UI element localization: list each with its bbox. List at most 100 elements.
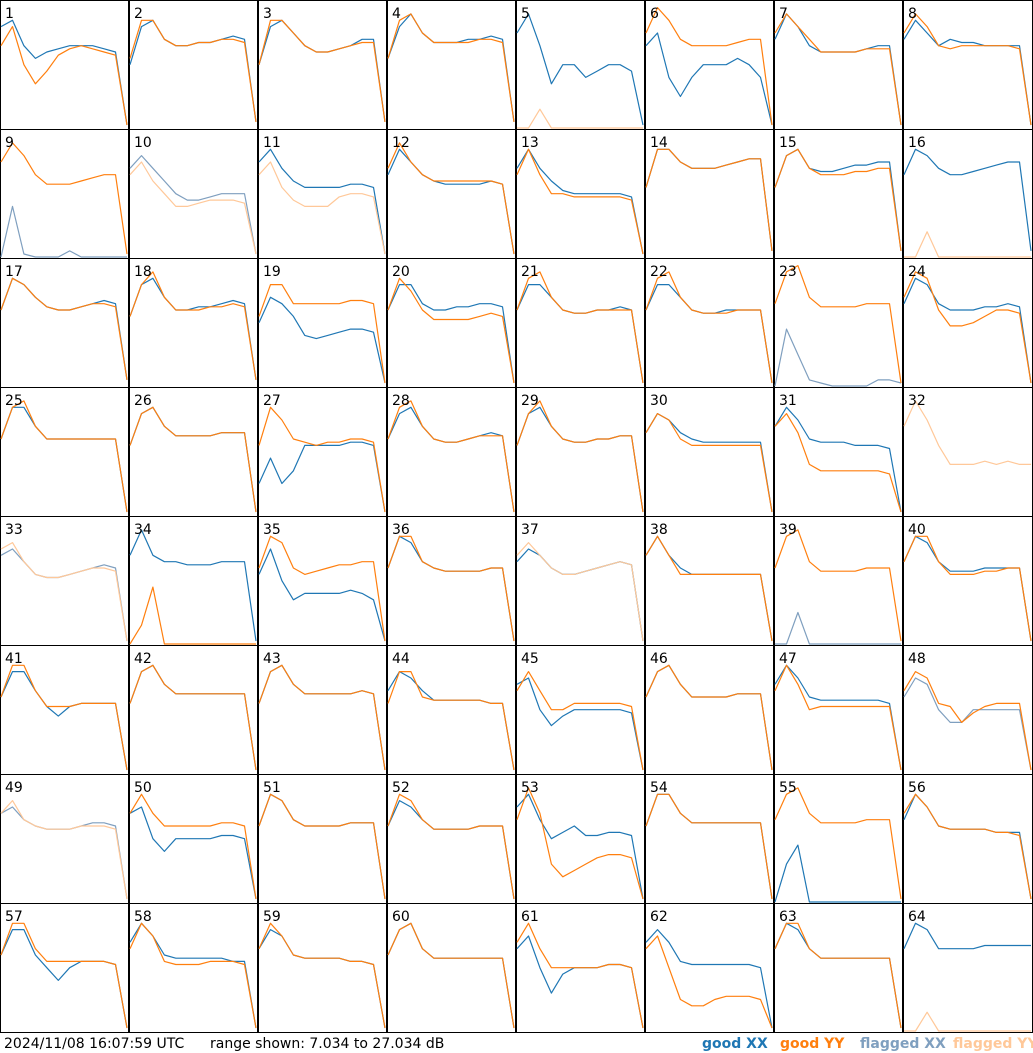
panel-number: 57: [5, 909, 23, 925]
spectrum-line: [774, 787, 902, 900]
panel-number: 63: [779, 909, 797, 925]
panel-number: 16: [908, 135, 926, 151]
legend-entry: good YY: [780, 1036, 845, 1052]
spectrum-line: [645, 935, 773, 1029]
panel-frame: [645, 387, 774, 517]
spectrum-line: [774, 844, 901, 903]
spectrum-line: [129, 271, 257, 380]
spectrum-line: [258, 148, 386, 255]
timestamp: 2024/11/08 16:07:59 UTC: [4, 1036, 184, 1052]
spectrum-line: [0, 799, 128, 900]
spectrum-line: [903, 670, 1032, 771]
panel-number: 27: [263, 393, 281, 409]
panel-frame: [516, 0, 645, 130]
panel-number: 25: [5, 393, 23, 409]
panel-number: 14: [650, 135, 668, 151]
spectrum-line: [516, 670, 644, 771]
panel-frame: [258, 774, 387, 904]
panel-frame: [645, 129, 774, 259]
spectrum-line: [129, 155, 257, 255]
spectrum-line: [258, 406, 386, 513]
panel-number: 30: [650, 393, 668, 409]
panel-number: 45: [521, 651, 539, 667]
spectrum-line: [129, 664, 257, 771]
panel-number: 18: [134, 264, 152, 280]
panel-frame: [0, 903, 129, 1033]
panel-frame: [387, 0, 516, 130]
panel-number: 64: [908, 909, 926, 925]
spectrum-line: [258, 441, 386, 513]
panel-frame: [774, 903, 903, 1033]
panel-frame: [903, 0, 1033, 130]
panel-frame: [645, 516, 774, 646]
panel-frame: [0, 645, 129, 775]
panel-frame: [645, 258, 774, 388]
spectrum-line: [258, 664, 386, 771]
spectrum-line: [645, 413, 773, 513]
panel-frame: [0, 387, 129, 517]
spectrum-line: [387, 535, 515, 642]
panel-frame: [129, 903, 258, 1033]
panel-number: 3: [263, 6, 272, 22]
panel-frame: [774, 0, 903, 130]
spectrum-line: [258, 161, 386, 255]
spectrum-line: [774, 148, 902, 251]
spectrum-line: [516, 787, 644, 900]
spectrum-line: [129, 806, 257, 900]
spectrum-line: [774, 13, 902, 126]
panel-frame: [258, 387, 387, 517]
spectrum-line: [129, 586, 256, 645]
panel-number: 59: [263, 909, 281, 925]
legend-entry: good XX: [702, 1036, 768, 1052]
spectrum-line: [387, 284, 515, 384]
panel-frame: [387, 645, 516, 775]
spectrum-line: [0, 541, 128, 642]
panel-number: 19: [263, 264, 281, 280]
spectrum-line: [645, 32, 773, 126]
spectrum-line: [0, 205, 127, 258]
spectrum-line: [516, 148, 644, 255]
spectrum-line: [387, 922, 515, 1029]
legend-entry: flagged XX: [860, 1036, 946, 1052]
panel-number: 51: [263, 780, 281, 796]
panel-number: 6: [650, 6, 659, 22]
panel-number: 48: [908, 651, 926, 667]
panel-number: 43: [263, 651, 281, 667]
panel-frame: [0, 774, 129, 904]
spectrum-line: [258, 793, 386, 900]
spectrum-line: [516, 271, 644, 384]
range-label: range shown: 7.034 to 27.034 dB: [210, 1036, 444, 1052]
panel-frame: [774, 258, 903, 388]
panel-frame: [645, 774, 774, 904]
spectrum-line: [0, 142, 128, 255]
panel-number: 15: [779, 135, 797, 151]
panel-number: 50: [134, 780, 152, 796]
panel-number: 24: [908, 264, 926, 280]
spectrum-line: [774, 922, 902, 1029]
panel-number: 23: [779, 264, 797, 280]
spectrum-line: [516, 541, 644, 642]
panel-frame: [0, 0, 129, 130]
spectrum-line: [258, 548, 386, 642]
panel-number: 56: [908, 780, 926, 796]
spectrum-line: [774, 664, 902, 771]
panel-frame: [387, 774, 516, 904]
spectrum-line: [129, 19, 257, 122]
panel-frame: [258, 903, 387, 1033]
spectrum-line: [516, 922, 644, 1029]
panel-frame: [387, 129, 516, 259]
panel-frame: [387, 258, 516, 388]
panel-number: 41: [5, 651, 23, 667]
panel-frame: [387, 516, 516, 646]
panel-number: 11: [263, 135, 281, 151]
spectrum-line: [516, 677, 644, 771]
spectrum-line: [903, 922, 1031, 950]
spectrum-line: [903, 271, 1032, 384]
spectrum-line: [904, 231, 1031, 258]
panel-frame: [129, 516, 258, 646]
panel-number: 20: [392, 264, 410, 280]
panel-number: 22: [650, 264, 668, 280]
spectrum-line: [387, 277, 515, 384]
